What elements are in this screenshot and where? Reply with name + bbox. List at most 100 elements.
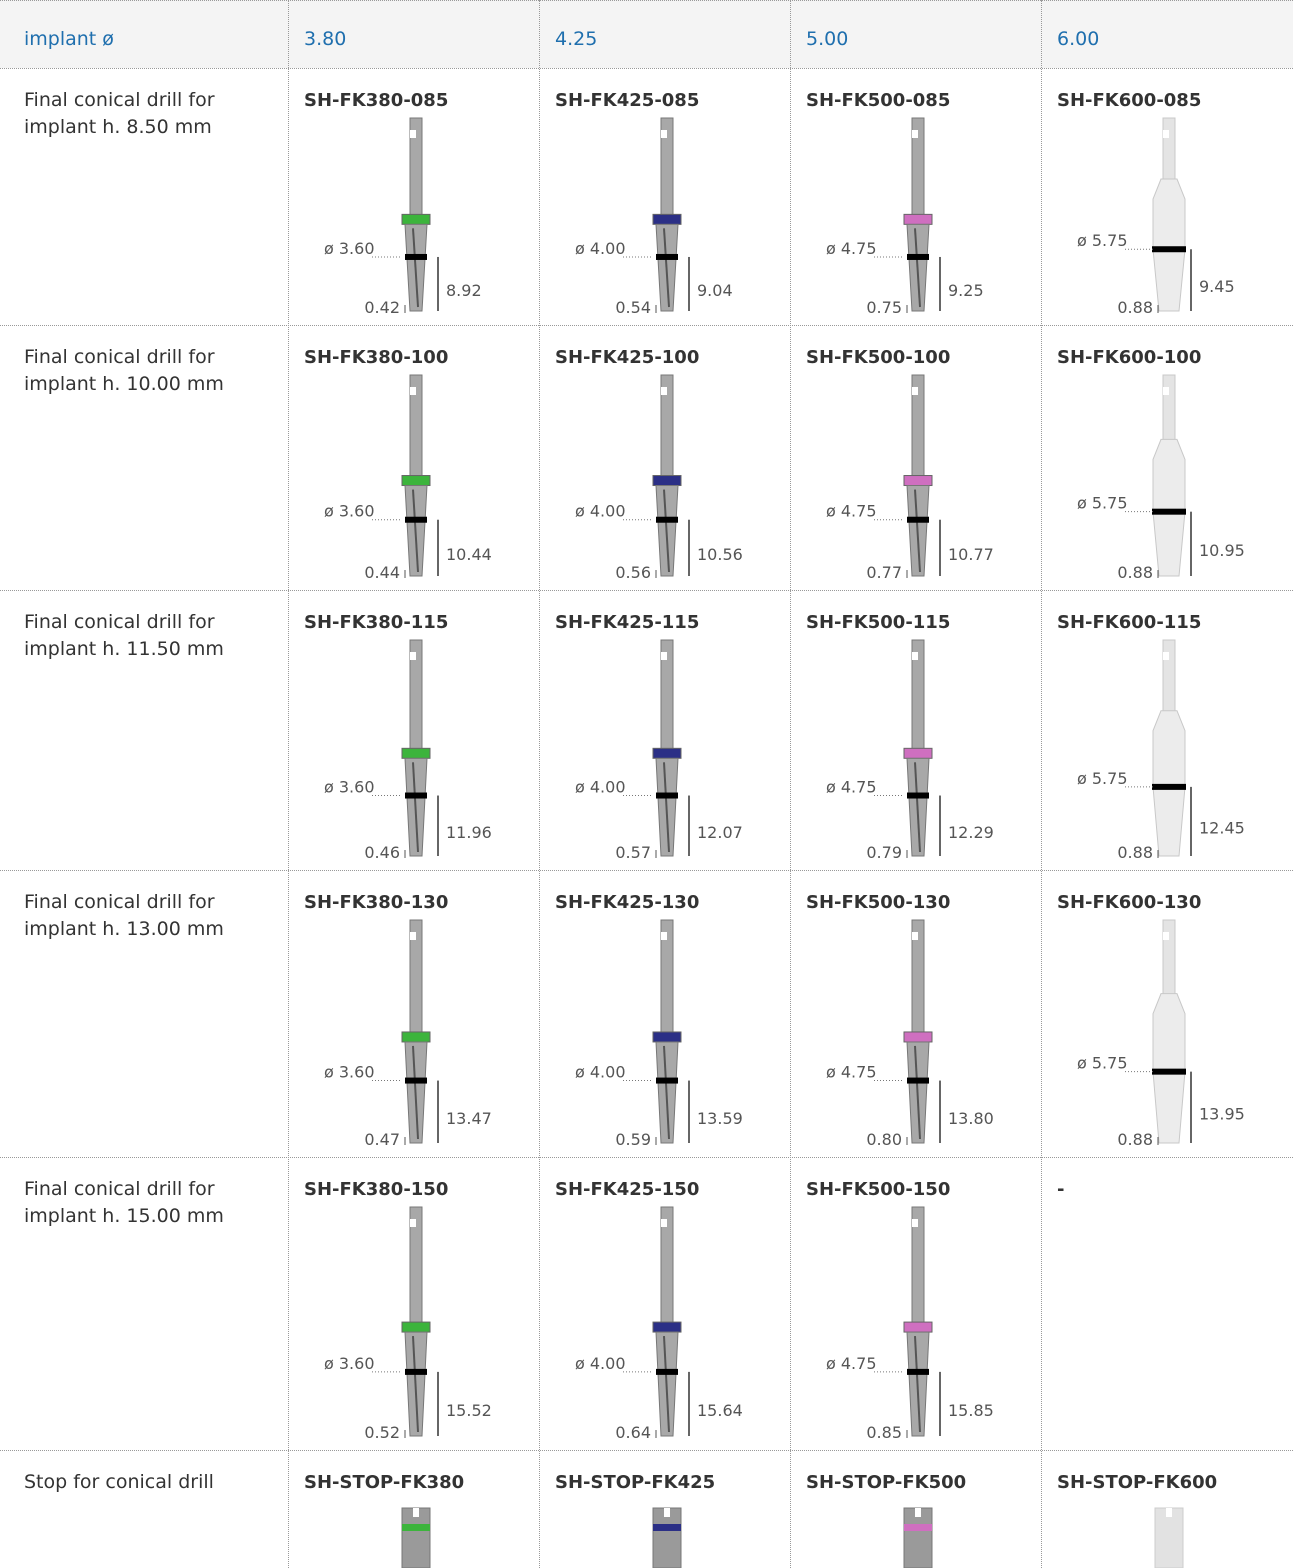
diameter-label: ø 4.75 (826, 778, 877, 797)
drill-flute (663, 1045, 670, 1140)
drill-image (652, 1206, 682, 1437)
diameter-label: ø 4.75 (826, 1063, 877, 1082)
drill-flute (914, 1045, 921, 1140)
length-label: 10.44 (446, 545, 492, 564)
drill-collar (652, 1031, 682, 1043)
drill-flute (412, 228, 419, 308)
tip-label: 0.88 (1117, 843, 1153, 862)
product-code: SH-FK425-085 (555, 90, 700, 111)
depth-mark (656, 1077, 678, 1084)
diameter-label: ø 4.00 (575, 239, 626, 258)
drill-body (1152, 993, 1186, 1144)
diameter-label: ø 5.75 (1077, 231, 1128, 250)
cell-graphic: ø 3.60 13.47 0.47 (324, 919, 492, 1149)
row-label: Final conical drill for implant h. 11.50… (24, 611, 224, 660)
header-cell: 4.25 (555, 28, 598, 50)
drill-notch (1163, 387, 1169, 395)
drill-image (903, 639, 933, 857)
drill-notch (661, 130, 667, 138)
diameter-label: ø 3.60 (324, 1063, 375, 1082)
drill-collar (401, 213, 431, 225)
header-cell: 5.00 (806, 28, 849, 50)
drill-body (1152, 710, 1186, 857)
drill-collar (903, 475, 933, 487)
stop-slot (915, 1508, 921, 1517)
drill-image (903, 1206, 933, 1437)
row-label: Final conical drill for implant h. 10.00… (24, 346, 224, 395)
cell-graphic: ø 4.00 12.07 0.57 (575, 639, 743, 862)
drill-notch (661, 932, 667, 940)
diameter-label: ø 4.75 (826, 1354, 877, 1373)
drill-collar (401, 475, 431, 487)
tip-label: 0.59 (615, 1130, 651, 1149)
drill-notch (1163, 652, 1169, 660)
stop-band (904, 1524, 932, 1531)
drill-collar (401, 1031, 431, 1043)
length-label: 15.64 (697, 1401, 743, 1420)
drill-notch (912, 130, 918, 138)
row-label: Final conical drill for implant h. 13.00… (24, 891, 224, 940)
cell-graphic: ø 4.75 15.85 0.85 (826, 1206, 994, 1442)
drill-collar (652, 475, 682, 487)
drill-notch (1163, 932, 1169, 940)
depth-mark (405, 792, 427, 799)
row-divider (0, 590, 1293, 591)
drill-flute (914, 228, 921, 308)
product-code: SH-FK425-115 (555, 612, 700, 633)
drill-image (1152, 919, 1186, 1144)
diameter-label: ø 4.75 (826, 239, 877, 258)
drill-image (401, 374, 431, 577)
tip-label: 0.80 (866, 1130, 902, 1149)
drill-collar (401, 1321, 431, 1333)
drill-notch (661, 1219, 667, 1227)
length-label: 15.85 (948, 1401, 994, 1420)
product-code: SH-FK425-100 (555, 347, 700, 368)
column-divider (288, 0, 289, 1568)
depth-mark (1152, 1068, 1186, 1075)
drill-flute (914, 762, 921, 853)
drill-notch (912, 932, 918, 940)
product-code: - (1057, 1179, 1065, 1200)
product-code: SH-FK380-115 (304, 612, 449, 633)
product-code: SH-FK425-150 (555, 1179, 700, 1200)
tip-label: 0.88 (1117, 298, 1153, 317)
depth-mark (1152, 508, 1186, 515)
row-label: Final conical drill for implant h. 8.50 … (24, 89, 215, 138)
drill-flute (663, 489, 670, 573)
header-cell: 3.80 (304, 28, 347, 50)
diameter-label: ø 3.60 (324, 502, 375, 521)
depth-mark (907, 1077, 929, 1084)
cell-graphic: ø 5.75 13.95 0.88 (1077, 919, 1245, 1149)
drill-flute (412, 489, 419, 573)
product-code: SH-FK600-130 (1057, 892, 1202, 913)
drill-image (903, 117, 933, 312)
product-code: SH-FK600-100 (1057, 347, 1202, 368)
length-label: 13.59 (697, 1109, 743, 1128)
tip-label: 0.64 (615, 1423, 651, 1442)
cell-graphic: ø 4.00 13.59 0.59 (575, 919, 743, 1149)
depth-mark (1152, 246, 1186, 253)
tip-label: 0.44 (364, 563, 400, 582)
product-code: SH-FK425-130 (555, 892, 700, 913)
product-code: SH-FK500-085 (806, 90, 951, 111)
cell-graphic: ø 5.75 9.45 0.88 (1077, 117, 1235, 317)
stop-slot (1166, 1508, 1172, 1517)
diameter-label: ø 4.00 (575, 1354, 626, 1373)
cell-graphic: ø 3.60 15.52 0.52 (324, 1206, 492, 1442)
product-code: SH-STOP-FK380 (304, 1472, 465, 1493)
row-label: Final conical drill for implant h. 15.00… (24, 1178, 224, 1227)
drill-notch (410, 130, 416, 138)
cell-graphic: ø 5.75 10.95 0.88 (1077, 374, 1245, 582)
stop-band (653, 1524, 681, 1531)
drill-notch (661, 652, 667, 660)
drill-flute (412, 762, 419, 853)
depth-mark (405, 516, 427, 523)
row-divider (0, 1450, 1293, 1451)
stop-slot (413, 1508, 419, 1517)
drill-collar (652, 747, 682, 759)
depth-mark (1152, 783, 1186, 790)
tip-label: 0.46 (364, 843, 400, 862)
diameter-label: ø 4.00 (575, 502, 626, 521)
product-code: SH-FK600-115 (1057, 612, 1202, 633)
